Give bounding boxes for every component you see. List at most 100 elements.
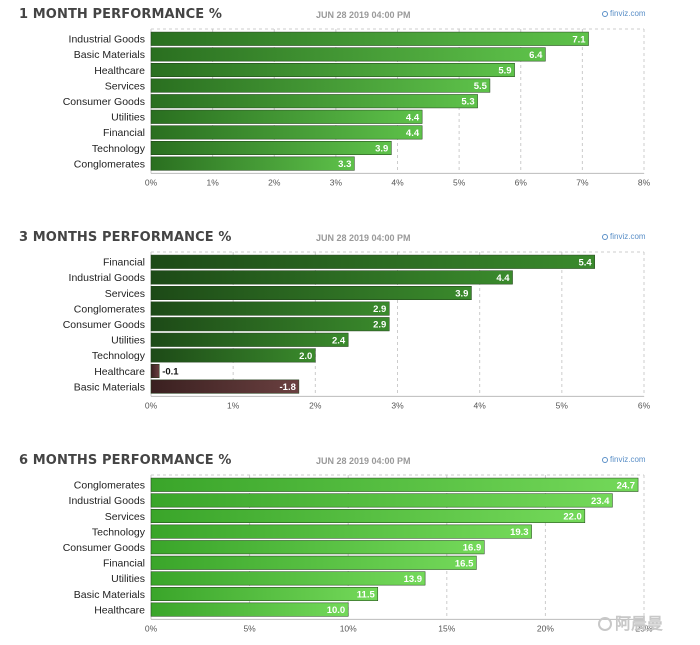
category-label-utilities: Utilities (111, 335, 145, 347)
bar-basic-materials[interactable] (150, 379, 300, 394)
bar-conglomerates[interactable] (150, 301, 390, 316)
value-label-basic-materials: -1.8 (280, 382, 296, 393)
brand-icon (602, 457, 608, 463)
category-label-healthcare: Healthcare (94, 366, 145, 378)
x-tick-label: 15% (438, 623, 455, 633)
x-tick-label: 8% (638, 177, 651, 187)
bar-industrial-goods[interactable] (150, 270, 513, 285)
x-tick-label: 5% (243, 623, 256, 633)
watermark-icon (598, 617, 612, 631)
bar-consumer-goods[interactable] (150, 540, 485, 555)
category-label-conglomerates: Conglomerates (74, 158, 145, 170)
bar-consumer-goods[interactable] (150, 317, 390, 332)
bar-services[interactable] (150, 509, 586, 523)
value-label-utilities: 13.9 (404, 574, 423, 585)
bar-utilities[interactable] (150, 332, 349, 347)
category-label-services: Services (105, 511, 145, 523)
bar-financial[interactable] (150, 254, 595, 269)
category-label-consumer-goods: Consumer Goods (63, 319, 145, 331)
category-label-conglomerates: Conglomerates (74, 480, 145, 492)
bar-utilities[interactable] (150, 109, 423, 124)
value-label-consumer-goods: 16.9 (463, 543, 482, 554)
brand-link[interactable]: finviz.com (602, 9, 646, 18)
bar-technology[interactable] (150, 524, 532, 539)
x-tick-label: 2% (268, 177, 281, 187)
bar-basic-materials[interactable] (150, 47, 546, 62)
category-label-industrial-goods: Industrial Goods (69, 272, 145, 284)
bar-chart-6-months: 0% 5% 10% 15% 20% 25% Conglomerates 24.7 Industr… (63, 474, 653, 633)
category-label-technology: Technology (92, 350, 146, 362)
bar-chart-1-month: 0% 1% 2% 3% 4% 5% 6% 7% 8% Industrial Goods 7.1 Bas… (63, 28, 651, 187)
bar-technology[interactable] (150, 348, 316, 363)
chart-title: 6 MONTHS PERFORMANCE % (19, 453, 232, 468)
bar-chart-3-months: 0% 1% 2% 3% 4% 5% 6% Financial 5.4 Industrial Goo… (63, 251, 651, 410)
bar-financial[interactable] (150, 125, 423, 140)
x-tick-label: 2% (309, 400, 322, 410)
bar-healthcare[interactable] (150, 364, 160, 378)
value-label-financial: 4.4 (406, 128, 420, 139)
bar-consumer-goods[interactable] (150, 94, 478, 109)
category-label-healthcare: Healthcare (94, 65, 145, 77)
category-label-utilities: Utilities (111, 112, 145, 124)
x-tick-label: 1% (227, 400, 240, 410)
category-label-technology: Technology (92, 143, 146, 155)
category-label-industrial-goods: Industrial Goods (69, 495, 145, 507)
chart-title: 1 MONTH PERFORMANCE % (19, 7, 223, 22)
category-label-services: Services (105, 288, 145, 300)
bar-services[interactable] (150, 78, 491, 93)
chart-date: JUN 28 2019 04:00 PM (316, 10, 411, 20)
bar-conglomerates[interactable] (150, 477, 639, 492)
value-label-technology: 19.3 (510, 527, 529, 538)
x-tick-label: 5% (453, 177, 466, 187)
chart-panel-6-months: 6 MONTHS PERFORMANCE % JUN 28 2019 04:00… (0, 446, 700, 645)
bar-utilities[interactable] (150, 571, 426, 586)
category-label-basic-materials: Basic Materials (74, 589, 145, 601)
category-label-financial: Financial (103, 558, 145, 570)
value-label-financial: 16.5 (455, 558, 474, 569)
x-tick-label: 25% (635, 623, 652, 633)
value-label-technology: 3.9 (375, 144, 388, 155)
x-tick-label: 0% (145, 623, 158, 633)
brand-link[interactable]: finviz.com (602, 232, 646, 241)
category-label-conglomerates: Conglomerates (74, 303, 145, 315)
brand-icon (602, 234, 608, 240)
bar-conglomerates[interactable] (150, 156, 355, 171)
value-label-healthcare: 5.9 (498, 66, 511, 77)
x-tick-label: 0% (145, 400, 158, 410)
bar-industrial-goods[interactable] (150, 493, 613, 508)
value-label-basic-materials: 6.4 (529, 50, 543, 61)
chart-title: 3 MONTHS PERFORMANCE % (19, 230, 232, 245)
category-label-consumer-goods: Consumer Goods (63, 96, 145, 108)
value-label-healthcare: -0.1 (162, 367, 179, 378)
x-tick-label: 6% (638, 400, 651, 410)
bar-financial[interactable] (150, 555, 477, 570)
chart-panel-1-month: 1 MONTH PERFORMANCE % JUN 28 2019 04:00 … (0, 0, 700, 200)
value-label-financial: 5.4 (578, 257, 592, 268)
category-label-financial: Financial (103, 257, 145, 269)
x-tick-label: 7% (576, 177, 589, 187)
category-label-consumer-goods: Consumer Goods (63, 542, 145, 554)
chart-panel-3-months: 3 MONTHS PERFORMANCE % JUN 28 2019 04:00… (0, 223, 700, 423)
value-label-basic-materials: 11.5 (357, 590, 376, 601)
bar-basic-materials[interactable] (150, 587, 379, 601)
bar-services[interactable] (150, 286, 472, 300)
category-label-utilities: Utilities (111, 573, 145, 585)
watermark: 阿晨曼 (598, 610, 663, 634)
bar-healthcare[interactable] (150, 63, 515, 77)
x-tick-label: 3% (391, 400, 404, 410)
value-label-conglomerates: 24.7 (617, 480, 636, 491)
value-label-consumer-goods: 5.3 (461, 97, 474, 108)
x-tick-label: 4% (391, 177, 404, 187)
bar-industrial-goods[interactable] (150, 31, 589, 46)
bar-technology[interactable] (150, 141, 392, 155)
x-tick-label: 4% (474, 400, 487, 410)
value-label-industrial-goods: 23.4 (591, 496, 610, 507)
x-tick-label: 10% (340, 623, 357, 633)
brand-link[interactable]: finviz.com (602, 455, 646, 464)
bar-healthcare[interactable] (150, 602, 349, 617)
category-label-financial: Financial (103, 127, 145, 139)
value-label-healthcare: 10.0 (327, 605, 346, 616)
value-label-utilities: 2.4 (332, 335, 346, 346)
brand-icon (602, 11, 608, 17)
chart-date: JUN 28 2019 04:00 PM (316, 233, 411, 243)
